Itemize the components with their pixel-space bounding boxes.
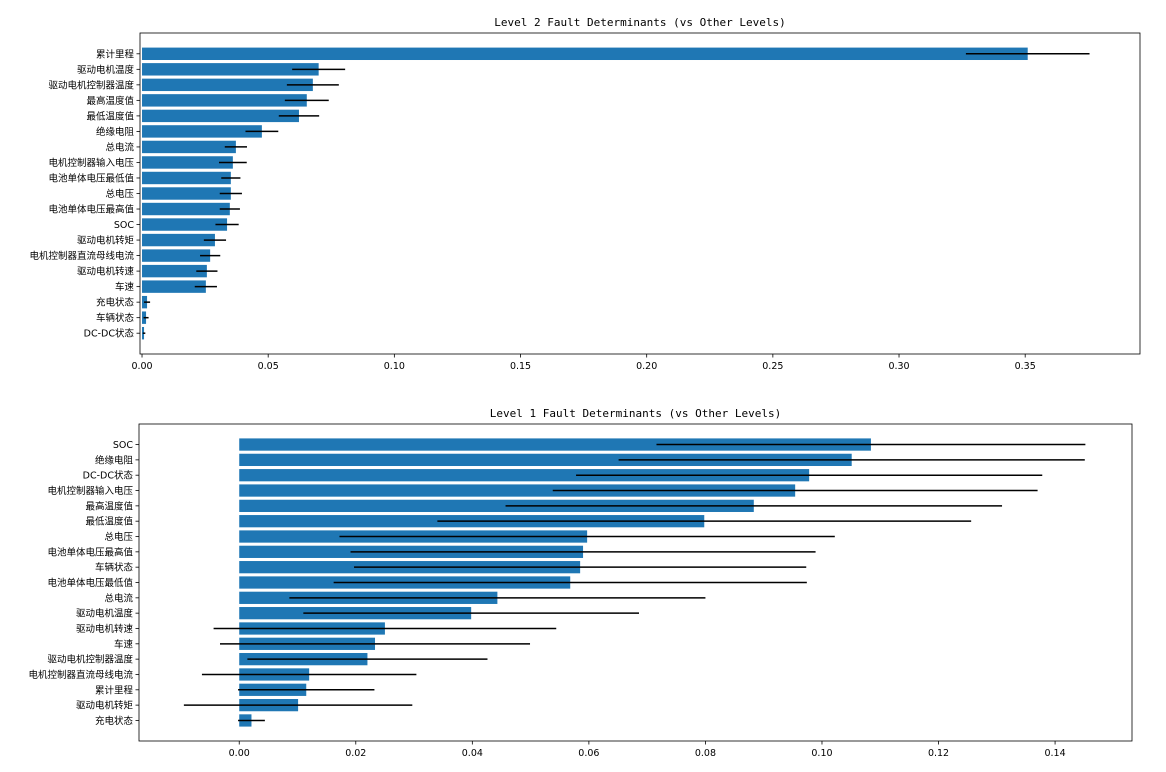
chart-1: Level 2 Fault Determinants (vs Other Lev… xyxy=(29,16,1141,372)
bar xyxy=(142,202,230,216)
bar xyxy=(142,233,215,247)
bar xyxy=(142,78,313,92)
x-tick-label: 0.35 xyxy=(1015,361,1036,372)
x-tick-label: 0.02 xyxy=(345,748,366,759)
x-tick-label: 0.30 xyxy=(888,361,909,372)
x-tick-label: 0.12 xyxy=(928,748,949,759)
y-tick-label: 累计里程 xyxy=(95,684,134,696)
chart-title: Level 1 Fault Determinants (vs Other Lev… xyxy=(490,407,781,420)
bar xyxy=(142,280,206,293)
y-tick-label: SOC xyxy=(113,440,134,451)
y-tick-label: 最高温度值 xyxy=(85,500,133,512)
y-tick-label: 充电状态 xyxy=(96,297,135,309)
y-tick-label: 车速 xyxy=(115,281,135,293)
bar xyxy=(142,125,262,138)
y-tick-label: 电机控制器输入电压 xyxy=(47,485,133,497)
y-tick-label: 绝缘电阻 xyxy=(95,454,134,466)
axes-frame xyxy=(138,423,1133,742)
y-tick-label: SOC xyxy=(114,220,135,231)
x-tick-label: 0.00 xyxy=(229,748,250,759)
x-tick-label: 0.04 xyxy=(462,748,483,759)
y-tick-label: 绝缘电阻 xyxy=(96,126,135,138)
x-tick-label: 0.20 xyxy=(636,361,657,372)
y-tick-label: 电池单体电压最高值 xyxy=(47,546,133,558)
y-tick-label: 驱动电机温度 xyxy=(76,608,134,620)
bar xyxy=(239,484,796,497)
x-tick-label: 0.15 xyxy=(510,361,531,372)
y-tick-label: 车速 xyxy=(114,638,134,650)
x-tick-label: 0.08 xyxy=(695,748,716,759)
chart-title: Level 2 Fault Determinants (vs Other Lev… xyxy=(494,16,785,29)
bar xyxy=(142,94,307,107)
y-tick-label: 总电压 xyxy=(105,188,134,200)
y-tick-label: 驱动电机控制器温度 xyxy=(48,79,134,91)
y-tick-label: 驱动电机温度 xyxy=(77,64,135,76)
y-tick-label: 电池单体电压最高值 xyxy=(48,204,134,216)
x-tick-label: 0.14 xyxy=(1044,748,1065,759)
chart-2: Level 1 Fault Determinants (vs Other Lev… xyxy=(28,407,1133,759)
x-tick-label: 0.06 xyxy=(578,748,599,759)
bar xyxy=(142,140,236,154)
axes-frame xyxy=(139,32,1141,355)
bar xyxy=(142,47,1028,61)
y-tick-label: 最高温度值 xyxy=(86,95,134,107)
x-tick-label: 0.00 xyxy=(131,361,152,372)
bar xyxy=(239,499,754,512)
x-tick-label: 0.25 xyxy=(762,361,783,372)
y-tick-label: 累计里程 xyxy=(96,48,135,60)
bar xyxy=(142,249,211,262)
x-tick-label: 0.10 xyxy=(384,361,405,372)
y-tick-label: 电池单体电压最低值 xyxy=(48,172,134,184)
y-tick-label: 最低温度值 xyxy=(86,110,134,122)
bar xyxy=(239,438,871,451)
y-tick-label: 驱动电机控制器温度 xyxy=(47,654,133,666)
y-tick-label: 驱动电机转速 xyxy=(77,266,135,278)
bar xyxy=(142,63,319,76)
bar xyxy=(239,469,810,482)
x-tick-label: 0.10 xyxy=(811,748,832,759)
y-tick-label: 驱动电机转矩 xyxy=(76,700,134,712)
y-tick-label: 驱动电机转矩 xyxy=(77,235,135,247)
y-tick-label: 车辆状态 xyxy=(95,562,134,574)
y-tick-label: 电机控制器直流母线电流 xyxy=(29,250,134,262)
y-tick-label: 驱动电机转速 xyxy=(76,623,134,635)
y-tick-label: 充电状态 xyxy=(95,715,134,727)
y-tick-label: 总电流 xyxy=(104,592,133,604)
bar xyxy=(239,453,852,467)
y-tick-label: DC-DC状态 xyxy=(84,328,135,340)
y-tick-label: 电机控制器输入电压 xyxy=(48,157,134,169)
y-tick-label: DC-DC状态 xyxy=(83,470,134,482)
y-tick-label: 总电流 xyxy=(105,141,134,153)
bar xyxy=(142,187,231,200)
y-tick-label: 电机控制器直流母线电流 xyxy=(28,669,133,681)
y-tick-label: 最低温度值 xyxy=(85,516,133,528)
bar xyxy=(142,171,231,185)
y-tick-label: 车辆状态 xyxy=(96,312,135,324)
bar xyxy=(142,156,233,169)
bar xyxy=(142,264,207,278)
x-tick-label: 0.05 xyxy=(258,361,279,372)
bar xyxy=(142,109,299,123)
y-tick-label: 电池单体电压最低值 xyxy=(47,577,133,589)
bar xyxy=(142,218,228,231)
y-tick-label: 总电压 xyxy=(104,531,133,543)
